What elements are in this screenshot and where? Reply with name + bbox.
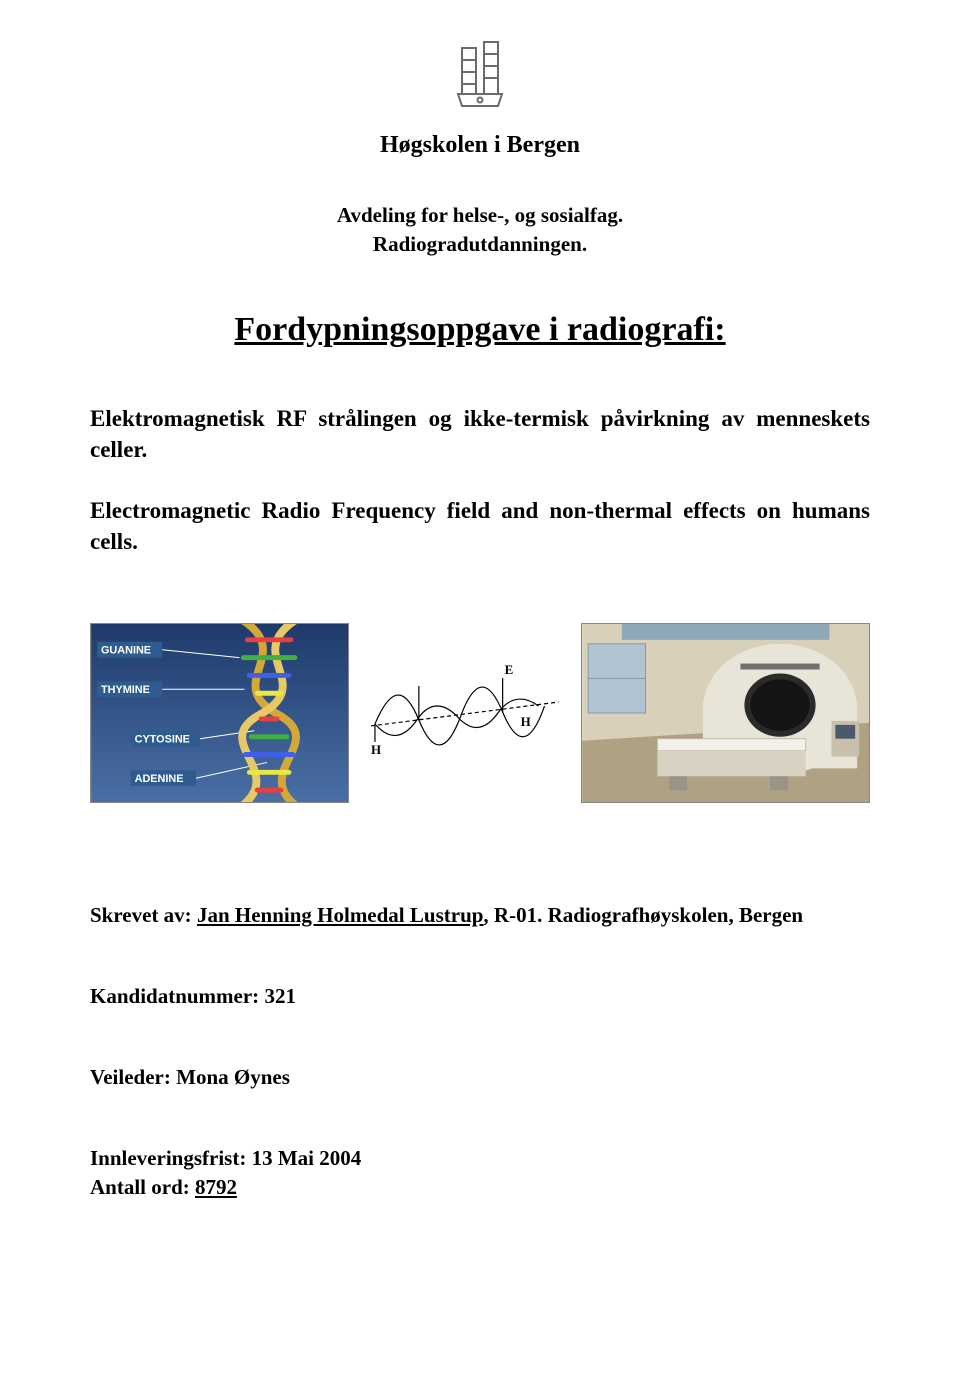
svg-text:GUANINE: GUANINE [101, 645, 151, 657]
candidate-label: Kandidatnummer: [90, 984, 264, 1008]
svg-text:H: H [521, 714, 531, 729]
wordcount-label: Antall ord: [90, 1175, 195, 1199]
dna-figure: GUANINE THYMINE CYTOSINE ADENINE [90, 623, 349, 803]
subtitle-english: Electromagnetic Radio Frequency field an… [90, 495, 870, 557]
deadline-label: Innleveringsfrist: [90, 1146, 252, 1170]
supervisor-line: Veileder: Mona Øynes [90, 1065, 870, 1090]
svg-text:E: E [505, 662, 514, 677]
author-suffix: , R-01. Radiografhøyskolen, Bergen [483, 903, 803, 927]
em-wave-diagram: E H H [365, 648, 564, 778]
author-name: Jan Henning Holmedal Lustrup [197, 903, 483, 927]
supervisor-name: Mona Øynes [176, 1065, 290, 1089]
candidate-number: 321 [264, 984, 296, 1008]
department-name: Avdeling for helse-, og sosialfag. [90, 203, 870, 228]
wordcount-value: 8792 [195, 1175, 237, 1199]
author-line: Skrevet av: Jan Henning Holmedal Lustrup… [90, 903, 870, 928]
institution-logo-icon [454, 40, 506, 112]
deadline-line: Innleveringsfrist: 13 Mai 2004 [90, 1146, 870, 1171]
program-name: Radiogradutdanningen. [90, 232, 870, 257]
logo-container [90, 40, 870, 112]
institution-name: Høgskolen i Bergen [90, 132, 870, 159]
svg-text:THYMINE: THYMINE [101, 684, 150, 696]
subtitle-norwegian: Elektromagnetisk RF strålingen og ikke-t… [90, 403, 870, 465]
document-main-title: Fordypningsoppgave i radiografi: [90, 311, 870, 349]
mri-scanner-figure [581, 623, 870, 803]
candidate-line: Kandidatnummer: 321 [90, 984, 870, 1009]
svg-text:ADENINE: ADENINE [135, 773, 184, 785]
wordcount-line: Antall ord: 8792 [90, 1175, 870, 1200]
supervisor-label: Veileder: [90, 1065, 176, 1089]
author-label: Skrevet av: [90, 903, 197, 927]
figure-row: GUANINE THYMINE CYTOSINE ADENINE [90, 623, 870, 803]
deadline-value: 13 Mai 2004 [252, 1146, 362, 1170]
svg-text:H: H [371, 742, 381, 757]
svg-text:CYTOSINE: CYTOSINE [135, 734, 190, 746]
